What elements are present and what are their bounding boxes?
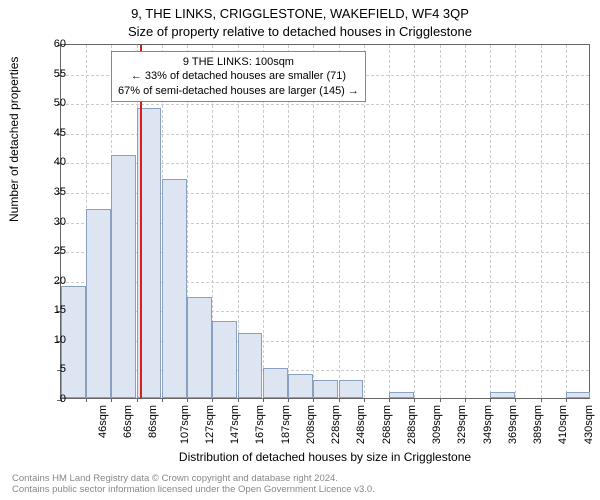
histogram-bar — [490, 392, 515, 398]
plot-area: 9 THE LINKS: 100sqm← 33% of detached hou… — [60, 44, 590, 399]
x-tick-mark — [566, 398, 567, 402]
histogram-bar — [566, 392, 591, 398]
x-tick-mark — [465, 398, 466, 402]
y-axis-label: Number of detached properties — [7, 57, 21, 222]
histogram-bar — [238, 333, 263, 398]
x-tick-mark — [86, 398, 87, 402]
x-tick-mark — [212, 398, 213, 402]
x-tick-label: 147sqm — [229, 405, 241, 444]
y-tick-label: 25 — [42, 245, 66, 257]
x-tick-mark — [238, 398, 239, 402]
x-tick-mark — [263, 398, 264, 402]
gridline-v — [515, 45, 516, 398]
y-tick-label: 15 — [42, 304, 66, 316]
annotation-box: 9 THE LINKS: 100sqm← 33% of detached hou… — [111, 51, 366, 102]
histogram-bar — [389, 392, 414, 398]
x-tick-mark — [541, 398, 542, 402]
x-tick-label: 389sqm — [532, 405, 544, 444]
histogram-bar — [313, 380, 338, 398]
x-tick-label: 329sqm — [456, 405, 468, 444]
x-tick-label: 248sqm — [356, 405, 368, 444]
x-tick-mark — [162, 398, 163, 402]
x-tick-label: 46sqm — [97, 405, 109, 438]
y-tick-label: 55 — [42, 68, 66, 80]
x-tick-mark — [288, 398, 289, 402]
x-tick-label: 309sqm — [431, 405, 443, 444]
x-tick-mark — [313, 398, 314, 402]
chart-title-subtitle: Size of property relative to detached ho… — [0, 24, 600, 39]
x-tick-mark — [187, 398, 188, 402]
y-tick-label: 5 — [42, 363, 66, 375]
histogram-bar — [339, 380, 364, 398]
x-tick-label: 66sqm — [122, 405, 134, 438]
x-tick-label: 288sqm — [406, 405, 418, 444]
y-tick-label: 45 — [42, 127, 66, 139]
x-tick-mark — [389, 398, 390, 402]
footer-line2: Contains public sector information licen… — [12, 485, 375, 496]
x-tick-label: 127sqm — [204, 405, 216, 444]
histogram-bar — [212, 321, 237, 398]
histogram-bar — [263, 368, 288, 398]
annotation-line3: 67% of semi-detached houses are larger (… — [118, 84, 359, 98]
footer-attribution: Contains HM Land Registry data © Crown c… — [12, 474, 375, 496]
x-tick-label: 167sqm — [255, 405, 267, 444]
x-tick-mark — [111, 398, 112, 402]
gridline-v — [490, 45, 491, 398]
histogram-bar — [162, 179, 187, 398]
x-tick-mark — [364, 398, 365, 402]
histogram-bar — [288, 374, 313, 398]
x-axis-label: Distribution of detached houses by size … — [60, 450, 590, 464]
annotation-line2: ← 33% of detached houses are smaller (71… — [118, 69, 359, 83]
x-tick-label: 86sqm — [148, 405, 160, 438]
x-tick-mark — [414, 398, 415, 402]
gridline-v — [414, 45, 415, 398]
x-tick-label: 349sqm — [482, 405, 494, 444]
x-tick-mark — [440, 398, 441, 402]
y-tick-label: 35 — [42, 186, 66, 198]
histogram-bar — [111, 155, 136, 398]
gridline-v — [541, 45, 542, 398]
x-tick-label: 268sqm — [381, 405, 393, 444]
histogram-chart: 9, THE LINKS, CRIGGLESTONE, WAKEFIELD, W… — [0, 0, 600, 500]
gridline-v — [465, 45, 466, 398]
x-tick-label: 430sqm — [583, 405, 595, 444]
chart-title-address: 9, THE LINKS, CRIGGLESTONE, WAKEFIELD, W… — [0, 6, 600, 21]
y-tick-label: 50 — [42, 97, 66, 109]
x-tick-mark — [515, 398, 516, 402]
histogram-bar — [187, 297, 212, 398]
gridline-v — [440, 45, 441, 398]
gridline-v — [389, 45, 390, 398]
x-tick-mark — [137, 398, 138, 402]
y-tick-label: 10 — [42, 334, 66, 346]
histogram-bar — [86, 209, 111, 398]
x-tick-label: 187sqm — [280, 405, 292, 444]
x-tick-label: 410sqm — [557, 405, 569, 444]
x-tick-mark — [339, 398, 340, 402]
y-tick-label: 20 — [42, 275, 66, 287]
annotation-line1: 9 THE LINKS: 100sqm — [118, 55, 359, 69]
x-tick-label: 228sqm — [330, 405, 342, 444]
gridline-v — [566, 45, 567, 398]
x-tick-label: 208sqm — [305, 405, 317, 444]
y-tick-label: 0 — [42, 393, 66, 405]
x-tick-mark — [490, 398, 491, 402]
x-tick-label: 107sqm — [179, 405, 191, 444]
y-tick-label: 40 — [42, 156, 66, 168]
y-tick-label: 30 — [42, 216, 66, 228]
y-tick-label: 60 — [42, 38, 66, 50]
x-tick-label: 369sqm — [507, 405, 519, 444]
